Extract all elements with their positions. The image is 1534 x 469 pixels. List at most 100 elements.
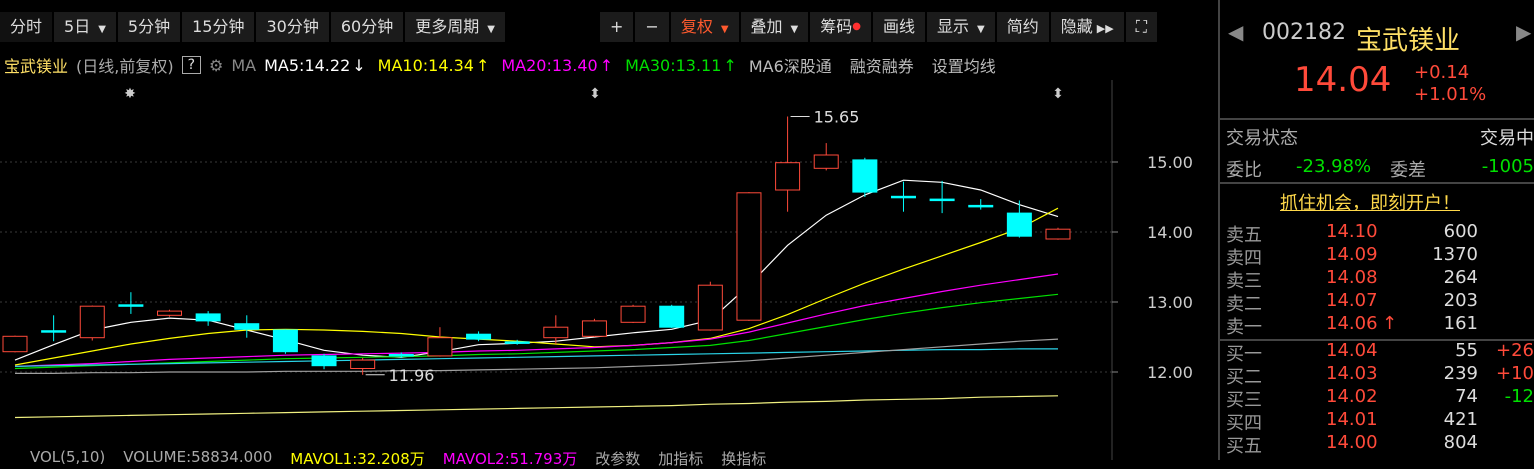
caret: ▼ xyxy=(487,24,495,35)
book-row: 买五 14.00 804 xyxy=(1220,432,1534,457)
period-button[interactable]: 60分钟 xyxy=(330,12,406,42)
book-row: 卖三 14.08 264 xyxy=(1220,267,1534,292)
y-tick-label: 13.00 xyxy=(1147,293,1193,312)
book-row: 卖二 14.07 203 xyxy=(1220,290,1534,315)
book-price: 14.00 xyxy=(1326,432,1378,453)
tool-button[interactable]: 筹码● xyxy=(810,12,873,42)
book-price: 14.07 xyxy=(1326,290,1378,311)
dot: ● xyxy=(852,21,861,32)
tool-button[interactable]: 隐藏 ▶▶ xyxy=(1050,12,1126,42)
level: 卖一 xyxy=(1226,317,1262,338)
book-price: 14.08 xyxy=(1326,267,1378,288)
tool-button[interactable]: 复权 ▼ xyxy=(670,12,741,42)
label: 交易状态 xyxy=(1226,128,1298,149)
promo-row: 抓住机会，即刻开户！ xyxy=(1220,189,1534,214)
tool-button[interactable]: 简约 xyxy=(996,12,1051,42)
level: 买二 xyxy=(1226,367,1262,388)
book-volume: 264 xyxy=(1443,267,1478,288)
up-arrow: ↑ xyxy=(1382,313,1398,334)
marker-icon: ⬍ xyxy=(1052,86,1064,102)
volume-text: 改参数 xyxy=(595,450,641,468)
candle-body xyxy=(775,162,801,191)
legend-text: MA5:14.22 xyxy=(264,55,351,75)
pct: +1.01% xyxy=(1414,84,1487,105)
legend-text: MA20:13.40 xyxy=(501,55,598,75)
promo[interactable]: 抓住机会，即刻开户！ xyxy=(1280,193,1460,214)
title-row: ◀ 002182 宝武镁业 ▶ xyxy=(1220,20,1534,56)
ma-label: MA xyxy=(231,55,257,75)
candle-body xyxy=(968,204,994,208)
candle-body xyxy=(504,341,530,344)
candle-body xyxy=(311,355,337,367)
candle-body xyxy=(852,159,878,193)
tool-button[interactable]: 画线 xyxy=(873,12,928,42)
tool-toolbar: + − 复权 ▼ 叠加 ▼ 筹码● 画线 显示 ▼ 简约 隐藏 ▶▶ ⛶ xyxy=(600,12,1159,42)
book-row: 买二 14.03 239 +10 xyxy=(1220,363,1534,388)
code: 002182 xyxy=(1262,20,1346,45)
volume-text: VOLUME:58834.000 xyxy=(123,448,273,466)
period-button[interactable]: 分时 xyxy=(0,12,55,42)
candle-body xyxy=(388,354,414,357)
level: 卖二 xyxy=(1226,294,1262,315)
period-toolbar: 分时 5日 ▼ 5分钟 15分钟 30分钟 60分钟 更多周期 ▼ xyxy=(0,12,507,42)
book-price: 14.09 xyxy=(1326,244,1378,265)
link[interactable]: 设置均线 xyxy=(931,57,996,76)
status-row: 交易状态 交易中 xyxy=(1220,124,1534,149)
links: MA6深股通 融资融券 设置均线 xyxy=(749,53,996,77)
book-volume: 1370 xyxy=(1432,244,1478,265)
prev-icon[interactable]: ◀ xyxy=(1228,20,1244,44)
candle-body xyxy=(620,305,646,323)
next-icon[interactable]: ▶ xyxy=(1516,20,1532,44)
name: 宝武镁业 xyxy=(1356,26,1461,56)
volume-text: MAVOL2:51.793万 xyxy=(442,450,578,468)
period-button[interactable]: 30分钟 xyxy=(256,12,331,42)
link[interactable]: MA6深股通 xyxy=(748,57,832,76)
tool-button[interactable]: + xyxy=(600,12,636,42)
book-row: 买四 14.01 421 xyxy=(1220,409,1534,434)
period-button[interactable]: 5分钟 xyxy=(117,12,183,42)
candle-body xyxy=(581,320,607,337)
tool-button[interactable]: − xyxy=(635,12,671,42)
legend-text: MA10:14.34 xyxy=(377,55,474,75)
help[interactable]: ? xyxy=(181,56,202,74)
book-volume: 239 xyxy=(1443,363,1478,384)
annotation: 11.96 xyxy=(389,366,435,385)
level: 卖四 xyxy=(1226,248,1262,269)
candle-body xyxy=(929,198,955,202)
legend-arrow: ↑ xyxy=(599,55,614,75)
candle-body xyxy=(890,195,916,199)
level: 买一 xyxy=(1226,344,1262,365)
candle-body xyxy=(466,333,492,340)
legend: MA5:14.22 ↓ MA10:14.34 ↑ MA20:13.40 ↑ MA30:13.… xyxy=(264,56,737,75)
period-button[interactable]: 15分钟 xyxy=(182,12,257,42)
caret: ▼ xyxy=(720,24,729,35)
candle-body xyxy=(350,359,376,370)
book-volume: 421 xyxy=(1443,409,1478,430)
candle-body xyxy=(79,305,105,339)
candle-body xyxy=(659,305,685,328)
gear-icon[interactable]: ⚙ xyxy=(209,55,224,75)
candle-body xyxy=(41,330,67,333)
volume-text: MAVOL1:32.208万 xyxy=(290,450,425,468)
book-volume: 55 xyxy=(1455,340,1478,361)
tool-button[interactable]: 显示 ▼ xyxy=(927,12,997,42)
ma-line xyxy=(15,338,1059,374)
ma-line xyxy=(14,293,1059,370)
link[interactable]: 融资融券 xyxy=(849,57,914,76)
tool-button[interactable]: 叠加 ▼ xyxy=(740,12,811,42)
book-row: 卖一 14.06 161 ↑ xyxy=(1220,313,1534,338)
kline-chart: ✸ ⬍ ⬍ 12.00 13.00 14.00 15.00 15.65 11.96 xyxy=(0,80,1193,460)
book-change: +10 xyxy=(1496,363,1534,384)
period-button[interactable]: 更多周期 ▼ xyxy=(405,12,507,42)
legend-arrow: ↓ xyxy=(352,55,366,75)
label: 委差 xyxy=(1390,160,1426,181)
candle-body xyxy=(1045,228,1071,240)
price-row: 14.04 +0.14 +1.01% xyxy=(1220,60,1534,110)
book-volume: 804 xyxy=(1443,432,1478,453)
volume-text: 换指标 xyxy=(721,450,767,468)
fullscreen[interactable]: ⛶ xyxy=(1125,12,1159,42)
divider xyxy=(1220,182,1534,184)
book-price: 14.10 xyxy=(1326,221,1378,242)
period-button[interactable]: 5日 ▼ xyxy=(54,12,118,42)
book-row: 卖四 14.09 1370 xyxy=(1220,244,1534,269)
